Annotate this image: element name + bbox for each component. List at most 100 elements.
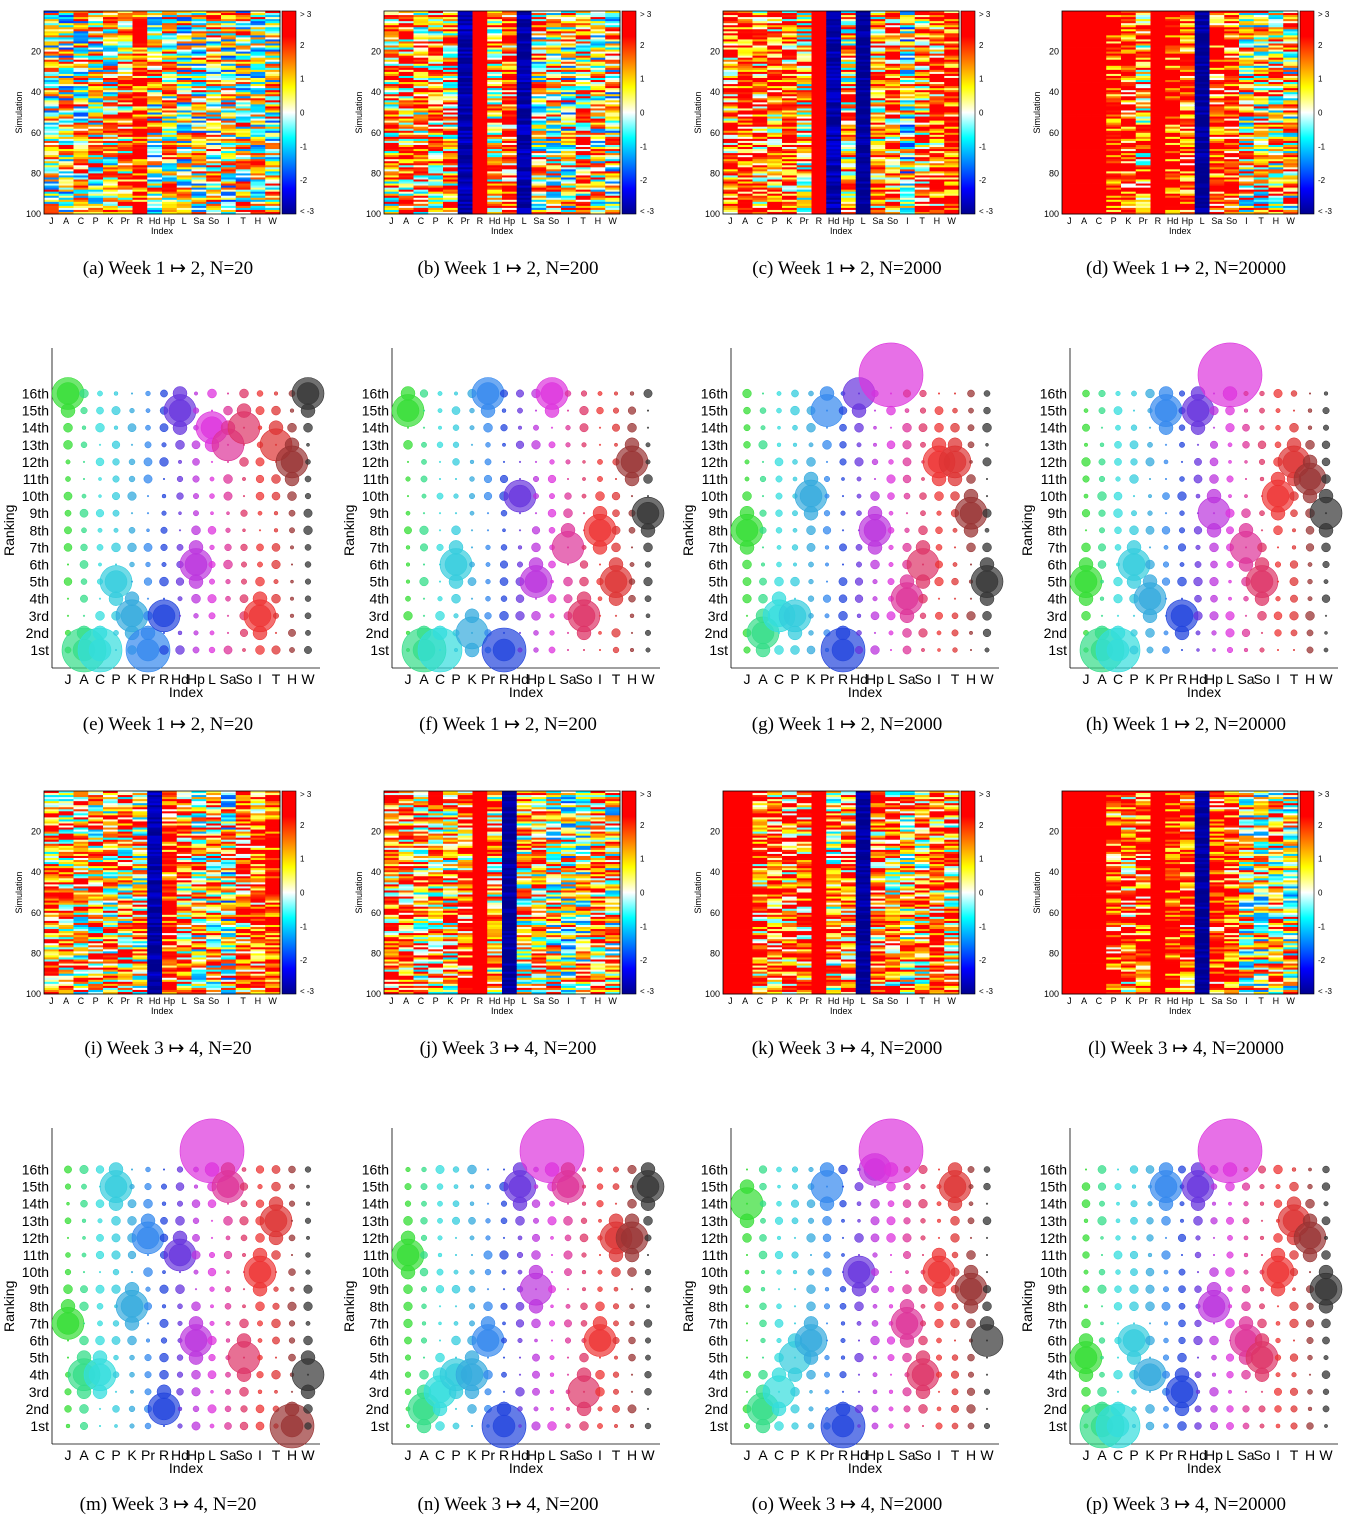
heatmap-cell [73, 187, 89, 191]
heatmap-cell [561, 110, 577, 113]
heatmap-cell [384, 92, 400, 95]
heatmap-cell [737, 88, 753, 91]
heatmap-cell [176, 122, 192, 126]
heatmap-cell [398, 75, 414, 79]
heatmap-cell [117, 183, 133, 186]
heatmap-cell [147, 27, 163, 30]
colorbar-tick-label: 2 [979, 41, 984, 50]
heatmap-cell [531, 13, 547, 16]
heatmap-cell [221, 140, 237, 144]
heatmap-cell [73, 167, 89, 170]
heatmap-cell [88, 100, 104, 103]
heatmap-cell [575, 189, 591, 193]
heatmap-cell [457, 199, 473, 203]
heatmap-cell [443, 144, 459, 148]
heatmap-cell [265, 197, 281, 201]
heatmap-cell [502, 88, 518, 91]
heatmap-cell [265, 163, 281, 166]
heatmap-cell [811, 140, 827, 144]
heatmap-cell [487, 110, 503, 113]
heatmap-cell [250, 88, 266, 91]
heatmap-cell [443, 61, 459, 65]
heatmap-cell [103, 191, 119, 195]
heatmap-cell [590, 102, 606, 105]
heatmap-cell [752, 82, 768, 85]
heatmap-cell [221, 55, 237, 59]
heatmap-cell [103, 27, 119, 30]
heatmap-cell [206, 122, 222, 126]
heatmap-cell [58, 31, 74, 34]
heatmap-cell [575, 169, 591, 172]
heatmap-cell [235, 75, 251, 79]
colorbar-tick-label: -2 [640, 176, 648, 185]
heatmap-cell [723, 181, 739, 184]
heatmap-cell [472, 82, 488, 85]
heatmap-cell [841, 57, 857, 61]
heatmap-cell [796, 120, 812, 124]
heatmap-cell [516, 104, 532, 107]
heatmap-cell [191, 69, 207, 73]
heatmap-cell [176, 23, 192, 26]
heatmap-cell [384, 29, 400, 32]
heatmap-cell [191, 140, 207, 144]
y-tick-label: 20 [710, 47, 720, 57]
heatmap-cell [413, 63, 429, 67]
heatmap-cell [767, 41, 783, 44]
heatmap-cell [206, 126, 222, 130]
heatmap-cell [265, 98, 281, 101]
heatmap-cell [782, 29, 798, 32]
heatmap-cell [841, 21, 857, 24]
heatmap-cell [782, 199, 798, 203]
heatmap-cell [457, 167, 473, 170]
heatmap-cell [176, 86, 192, 89]
heatmap-cell [443, 116, 459, 119]
heatmap-cell [782, 181, 798, 184]
heatmap-cells [1062, 11, 1299, 215]
heatmap-cell [206, 201, 222, 205]
heatmap-cell [723, 106, 739, 109]
heatmap-cell [413, 183, 429, 186]
heatmap-cell [811, 100, 827, 103]
heatmap-cell [176, 157, 192, 160]
heatmap-cell [443, 147, 459, 150]
heatmap-cell [457, 120, 473, 124]
heatmap-cell [265, 96, 281, 99]
heatmap-cell [117, 71, 133, 75]
heatmap-cell [472, 189, 488, 193]
heatmap-cell [44, 175, 60, 178]
heatmap-cell [502, 126, 518, 130]
heatmap-cell [384, 11, 400, 14]
heatmap-cell [516, 193, 532, 197]
heatmap-cell [752, 25, 768, 28]
heatmap-cell [575, 104, 591, 107]
heatmap-cell [117, 13, 133, 16]
heatmap-cell [235, 69, 251, 73]
heatmap-cell [502, 25, 518, 28]
heatmap-cell [88, 37, 104, 40]
heatmap-cell [605, 155, 621, 158]
heatmap-cell [752, 114, 768, 117]
heatmap-cell [546, 177, 562, 180]
heatmap-cell [58, 171, 74, 174]
heatmap-cell [176, 173, 192, 176]
heatmap-cell [502, 27, 518, 30]
heatmap-cell [250, 55, 266, 59]
heatmap-cell [796, 61, 812, 65]
heatmap-cell [605, 108, 621, 111]
heatmap-cell [384, 94, 400, 97]
heatmap-cell [413, 153, 429, 156]
heatmap-cell [103, 84, 119, 87]
heatmap-cell [103, 110, 119, 113]
heatmap-cell [250, 31, 266, 34]
heatmap-cell [767, 171, 783, 174]
heatmap-cell [811, 112, 827, 115]
heatmap-cell [457, 104, 473, 107]
heatmap-cell [796, 201, 812, 205]
heatmap-cell [796, 183, 812, 186]
heatmap-cell [546, 39, 562, 42]
heatmap-cell [811, 183, 827, 186]
heatmap-cell [384, 82, 400, 85]
heatmap-cell [487, 122, 503, 126]
heatmap-cell [162, 100, 178, 103]
heatmap-cell [221, 35, 237, 38]
